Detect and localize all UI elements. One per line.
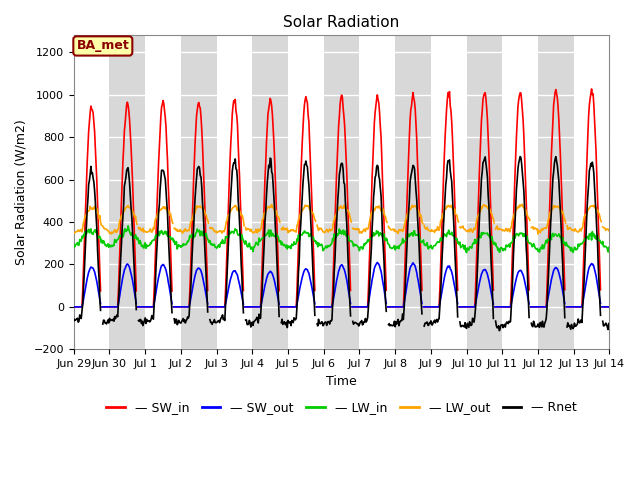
Legend: — SW_in, — SW_out, — LW_in, — LW_out, — Rnet: — SW_in, — SW_out, — LW_in, — LW_out, — … bbox=[101, 396, 582, 420]
Rnet bbox=[605, 326, 613, 332]
Bar bbox=[360, 36, 395, 349]
LW_in bbox=[463, 250, 470, 255]
Rnet bbox=[334, 195, 342, 201]
LW_in bbox=[188, 231, 196, 237]
Rnet bbox=[439, 241, 447, 247]
Text: BA_met: BA_met bbox=[76, 39, 129, 52]
Bar bbox=[74, 36, 109, 349]
LW_out bbox=[439, 211, 447, 217]
Rnet bbox=[386, 323, 394, 329]
Title: Solar Radiation: Solar Radiation bbox=[284, 15, 400, 30]
X-axis label: Time: Time bbox=[326, 374, 357, 387]
Bar bbox=[252, 36, 288, 349]
LW_in bbox=[558, 240, 566, 246]
SW_out bbox=[386, 304, 394, 310]
SW_in bbox=[386, 304, 394, 310]
Bar bbox=[324, 36, 360, 349]
SW_in bbox=[439, 196, 447, 202]
LW_in bbox=[439, 235, 447, 241]
Rnet bbox=[188, 253, 196, 259]
SW_in bbox=[605, 304, 613, 310]
Bar bbox=[145, 36, 181, 349]
Line: LW_out: LW_out bbox=[74, 204, 609, 234]
Bar bbox=[431, 36, 467, 349]
Bar bbox=[502, 36, 538, 349]
LW_out bbox=[605, 227, 613, 233]
Bar bbox=[538, 36, 573, 349]
SW_in bbox=[188, 223, 196, 228]
Y-axis label: Solar Radiation (W/m2): Solar Radiation (W/m2) bbox=[15, 120, 28, 265]
SW_out bbox=[70, 304, 77, 310]
Line: LW_in: LW_in bbox=[74, 226, 609, 252]
LW_in bbox=[70, 241, 77, 247]
LW_out bbox=[188, 216, 196, 222]
Bar bbox=[467, 36, 502, 349]
SW_out bbox=[557, 280, 565, 286]
LW_out bbox=[334, 208, 342, 214]
LW_in bbox=[334, 232, 342, 238]
LW_out bbox=[557, 207, 565, 213]
Line: Rnet: Rnet bbox=[74, 156, 609, 331]
Rnet bbox=[70, 316, 77, 322]
Rnet bbox=[211, 320, 219, 325]
SW_out bbox=[188, 288, 196, 294]
LW_out bbox=[386, 226, 394, 231]
LW_out bbox=[211, 229, 219, 235]
LW_in bbox=[386, 245, 394, 251]
SW_out bbox=[439, 283, 447, 289]
SW_in bbox=[557, 171, 565, 177]
SW_in bbox=[334, 138, 342, 144]
LW_in bbox=[211, 244, 219, 250]
Bar bbox=[288, 36, 324, 349]
LW_in bbox=[605, 249, 613, 255]
SW_in bbox=[70, 304, 77, 310]
Bar bbox=[395, 36, 431, 349]
SW_out bbox=[605, 304, 613, 310]
Bar bbox=[181, 36, 216, 349]
Line: SW_in: SW_in bbox=[74, 89, 609, 307]
Bar bbox=[109, 36, 145, 349]
SW_in bbox=[211, 304, 219, 310]
SW_out bbox=[334, 271, 342, 277]
Line: SW_out: SW_out bbox=[74, 263, 609, 307]
Bar bbox=[609, 36, 640, 349]
Rnet bbox=[557, 223, 565, 228]
SW_out bbox=[211, 304, 219, 310]
Bar bbox=[573, 36, 609, 349]
Bar bbox=[216, 36, 252, 349]
LW_in bbox=[124, 223, 132, 228]
LW_out bbox=[70, 229, 77, 235]
